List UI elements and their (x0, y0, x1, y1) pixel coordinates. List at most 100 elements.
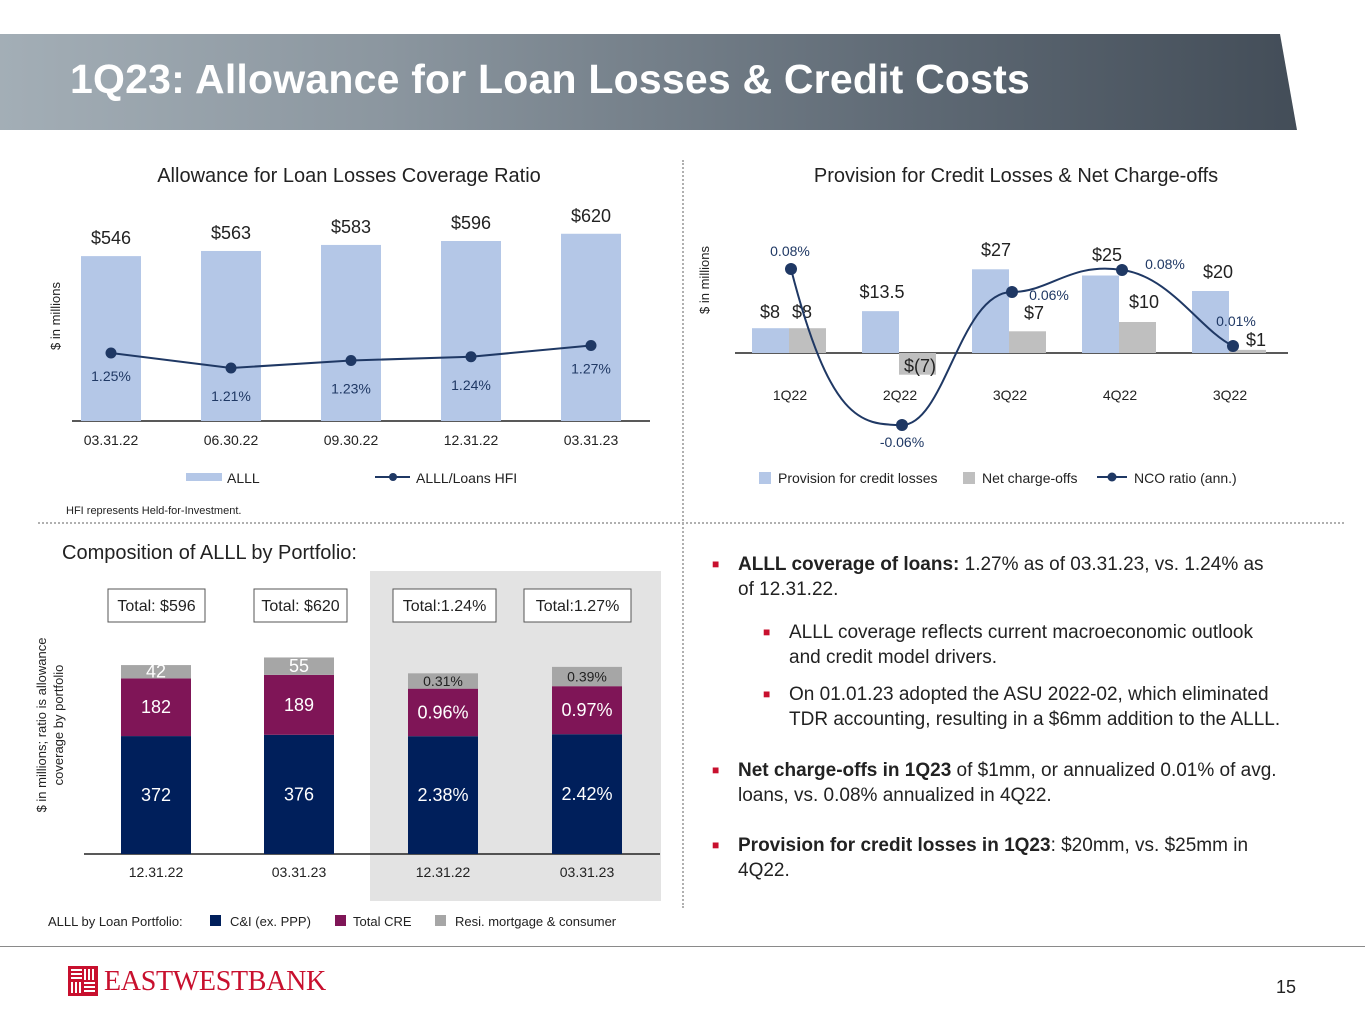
chart1-bar (441, 241, 501, 421)
chart2-legend-swatch-provision (759, 472, 771, 484)
chart3-legend-swatch-resi (435, 915, 446, 926)
commentary-bullets: ■ ALLL coverage of loans: 1.27% as of 03… (712, 552, 1282, 901)
chart3-cni-segment (408, 736, 478, 854)
chart1-bar-label: $583 (331, 217, 371, 237)
chart3-legend-swatch-cre (335, 915, 346, 926)
chart2-nco-ratio-label: 0.01% (1216, 313, 1256, 329)
chart3-cni-segment (552, 734, 622, 854)
chart2-nco-ratio-label: 0.08% (1145, 256, 1185, 272)
chart1-x-tick: 06.30.22 (204, 432, 259, 448)
chart3-cre-label: 0.97% (561, 700, 612, 720)
chart3-cni-label: 372 (141, 785, 171, 805)
chart3-total-label: Total: $596 (117, 598, 195, 615)
chart3-title: Composition of ALLL by Portfolio: (62, 542, 357, 564)
chart3-cre-segment (552, 686, 622, 735)
chart1-legend-alll: ALLL (227, 470, 260, 486)
chart1-ylabel: $ in millions (48, 282, 63, 350)
chart3-x-tick: 12.31.22 (416, 864, 471, 880)
chart2-nco-bar (1229, 349, 1266, 353)
chart1-ratio-label: 1.23% (331, 381, 371, 397)
page-number: 15 (1276, 977, 1297, 997)
bullet-macro-outlook: ■ ALLL coverage reflects current macroec… (763, 620, 1282, 670)
chart1-bar (81, 256, 141, 421)
chart2-x-tick: 4Q22 (1103, 387, 1137, 403)
chart3-total-label: Total:1.24% (403, 598, 487, 615)
chart3-total-box (107, 588, 206, 623)
chart2-nco-ratio-point (1227, 340, 1239, 352)
chart3-ylabel-line2: coverage by portfolio (51, 665, 66, 786)
chart3-ylabel-line1: $ in millions; ratio is allowance (34, 638, 49, 813)
chart3-cni-label: 2.42% (561, 784, 612, 804)
bullet-marker: ■ (763, 625, 771, 639)
bullet-text: of $1mm, or annualized 0.01% of avg. loa… (738, 760, 1277, 806)
chart2-nco-ratio-label: 0.06% (1029, 287, 1069, 303)
chart2-x-tick: 3Q22 (1213, 387, 1247, 403)
chart2-legend-marker-ratio (1107, 472, 1117, 482)
horizontal-divider (38, 522, 1344, 524)
chart3-resi-label: 0.31% (423, 673, 463, 689)
chart1-legend-ratio: ALLL/Loans HFI (416, 470, 517, 486)
chart3-resi-segment (408, 673, 478, 689)
chart1-x-tick: 03.31.23 (564, 432, 619, 448)
chart2-nco-ratio-point (1116, 264, 1128, 276)
bullet-asu-adoption: ■ On 01.01.23 adopted the ASU 2022-02, w… (763, 682, 1282, 732)
chart2-nco-bar (1119, 322, 1156, 353)
chart1-bar-label: $563 (211, 223, 251, 243)
chart3-total-label: Total: $620 (261, 598, 339, 615)
bullet-text: 1.27% as of 03.31.23, vs. 1.24% as of 12… (738, 554, 1264, 600)
chart2-x-tick: 2Q22 (883, 387, 917, 403)
chart1-ratio-point (225, 362, 237, 374)
chart1-legend-swatch-alll (186, 473, 222, 481)
chart1-ratio-label: 1.27% (571, 361, 611, 377)
chart1-ratio-point (585, 340, 597, 351)
chart3-cre-label: 189 (284, 695, 314, 715)
bank-logo-icon (68, 966, 98, 996)
chart1-bar (321, 244, 381, 421)
chart3-cre-segment (264, 674, 334, 735)
chart3-legend-cre: Total CRE (353, 914, 412, 929)
chart3-cre-segment (121, 678, 191, 737)
bullet-text: ALLL coverage reflects current macroecon… (789, 622, 1253, 668)
chart3-resi-segment (121, 665, 191, 679)
bullet-marker: ■ (712, 763, 720, 777)
chart2-nco-label: $7 (1024, 303, 1044, 323)
bullet-marker: ■ (712, 557, 720, 571)
chart1-ratio-point (105, 347, 117, 359)
chart2-nco-ratio-point (896, 419, 908, 431)
bullet-bold: Provision for credit losses in 1Q23 (738, 835, 1051, 856)
chart3-resi-label: 42 (146, 662, 166, 682)
chart2-nco-bar (899, 353, 936, 375)
chart2-provision-bar (972, 269, 1009, 353)
bullet-net-charge-offs: ■ Net charge-offs in 1Q23 of $1mm, or an… (712, 758, 1282, 808)
chart2-provision-label: $13.5 (859, 282, 904, 302)
chart2-legend-swatch-nco (963, 472, 975, 484)
bullet-marker: ■ (763, 687, 771, 701)
chart3-legend-resi: Resi. mortgage & consumer (455, 914, 617, 929)
chart2-provision-label: $8 (760, 302, 780, 322)
logo-wordmark: EASTWESTBANK (104, 966, 326, 997)
chart2-legend-provision: Provision for credit losses (778, 470, 938, 486)
chart2-nco-label: $8 (792, 302, 812, 322)
chart3-x-tick: 03.31.23 (272, 864, 327, 880)
title-banner: 1Q23: Allowance for Loan Losses & Credit… (0, 34, 1297, 130)
chart3-resi-label: 55 (289, 656, 309, 676)
chart2-nco-ratio-label: 0.08% (770, 243, 810, 259)
bullet-provision: ■ Provision for credit losses in 1Q23: $… (712, 833, 1282, 883)
chart2-ylabel: $ in millions (697, 246, 712, 314)
chart3-cni-label: 2.38% (417, 785, 468, 805)
chart1-x-tick: 03.31.22 (84, 432, 139, 448)
chart1-footnote: HFI represents Held-for-Investment. (66, 505, 241, 517)
chart1-ratio-label: 1.24% (451, 377, 491, 393)
chart2-nco-ratio-point (785, 263, 797, 275)
chart2-provision-label: $20 (1203, 262, 1233, 282)
bullet-alll-coverage: ■ ALLL coverage of loans: 1.27% as of 03… (712, 552, 1282, 602)
bullet-text: : $20mm, vs. $25mm in 4Q22. (738, 835, 1249, 881)
chart2-provision-label: $25 (1092, 245, 1122, 265)
chart2-provision-bar (862, 311, 899, 353)
chart2-nco-ratio-label: -0.06% (880, 434, 924, 450)
chart1-x-tick: 12.31.22 (444, 432, 499, 448)
chart2-x-tick: 1Q22 (773, 387, 807, 403)
chart2-nco-bar (789, 328, 826, 353)
chart2-legend-nco: Net charge-offs (982, 470, 1077, 486)
chart2-legend-ratio: NCO ratio (ann.) (1134, 470, 1237, 486)
